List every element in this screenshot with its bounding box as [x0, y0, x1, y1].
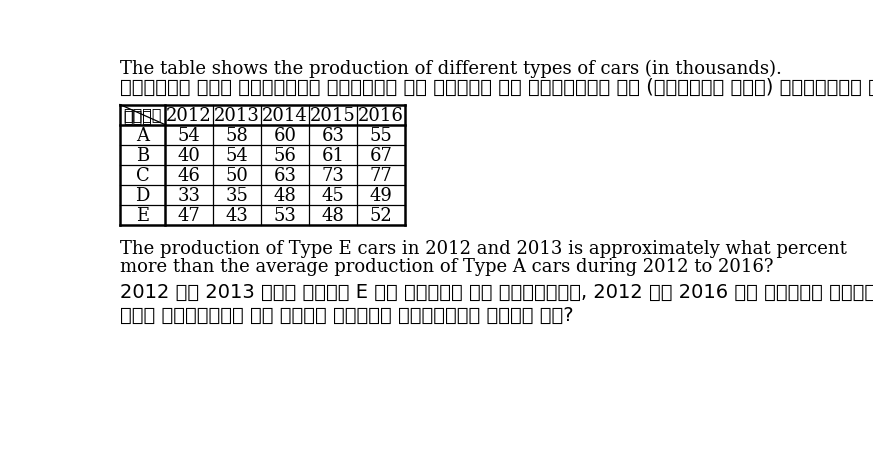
Text: औसत उत्पादन से लगभग कितना प्रतिशत अधिक है?: औसत उत्पादन से लगभग कितना प्रतिशत अधिक ह…: [120, 305, 574, 324]
Text: The table shows the production of different types of cars (in thousands).: The table shows the production of differ…: [120, 59, 782, 77]
Text: 35: 35: [225, 186, 249, 204]
Text: 46: 46: [177, 166, 201, 184]
Text: more than the average production of Type A cars during 2012 to 2016?: more than the average production of Type…: [120, 258, 773, 275]
Text: तालिका में विभिन्न प्रकार की कारों के उत्पादन को (हजारों में) दर्शाया गया है।: तालिका में विभिन्न प्रकार की कारों के उत…: [120, 78, 873, 96]
Text: 50: 50: [225, 166, 249, 184]
Text: 49: 49: [369, 186, 393, 204]
Text: E: E: [136, 206, 149, 224]
Text: 45: 45: [322, 186, 345, 204]
Text: 61: 61: [321, 146, 345, 164]
Text: A: A: [136, 126, 149, 144]
Text: 54: 54: [177, 126, 200, 144]
Text: 48: 48: [273, 186, 297, 204]
Text: 33: 33: [177, 186, 201, 204]
Text: B: B: [136, 146, 149, 164]
Text: C: C: [135, 166, 149, 184]
Text: 58: 58: [225, 126, 249, 144]
Text: 63: 63: [321, 126, 345, 144]
Text: 53: 53: [273, 206, 297, 224]
Text: 67: 67: [369, 146, 393, 164]
Text: वर्ष: वर्ष: [123, 107, 162, 122]
Text: 54: 54: [225, 146, 249, 164]
Text: 60: 60: [273, 126, 297, 144]
Text: कार: कार: [123, 109, 152, 124]
Text: D: D: [135, 186, 149, 204]
Text: 2014: 2014: [262, 106, 308, 124]
Text: 2012 और 2013 में टाइप E की कारों का उत्पादन, 2012 से 2016 के दौरान टाइप A की कार: 2012 और 2013 में टाइप E की कारों का उत्प…: [120, 282, 873, 301]
Text: 52: 52: [370, 206, 393, 224]
Text: 2016: 2016: [358, 106, 404, 124]
Text: 2013: 2013: [214, 106, 260, 124]
Text: 56: 56: [273, 146, 297, 164]
Text: 47: 47: [177, 206, 200, 224]
Text: 77: 77: [370, 166, 393, 184]
Text: 43: 43: [225, 206, 249, 224]
Text: 55: 55: [370, 126, 393, 144]
Text: 40: 40: [177, 146, 201, 164]
Text: 63: 63: [273, 166, 297, 184]
Text: 2012: 2012: [166, 106, 212, 124]
Text: 48: 48: [321, 206, 345, 224]
Text: The production of Type E cars in 2012 and 2013 is approximately what percent: The production of Type E cars in 2012 an…: [120, 239, 847, 257]
Text: 73: 73: [321, 166, 345, 184]
Text: 2015: 2015: [310, 106, 356, 124]
